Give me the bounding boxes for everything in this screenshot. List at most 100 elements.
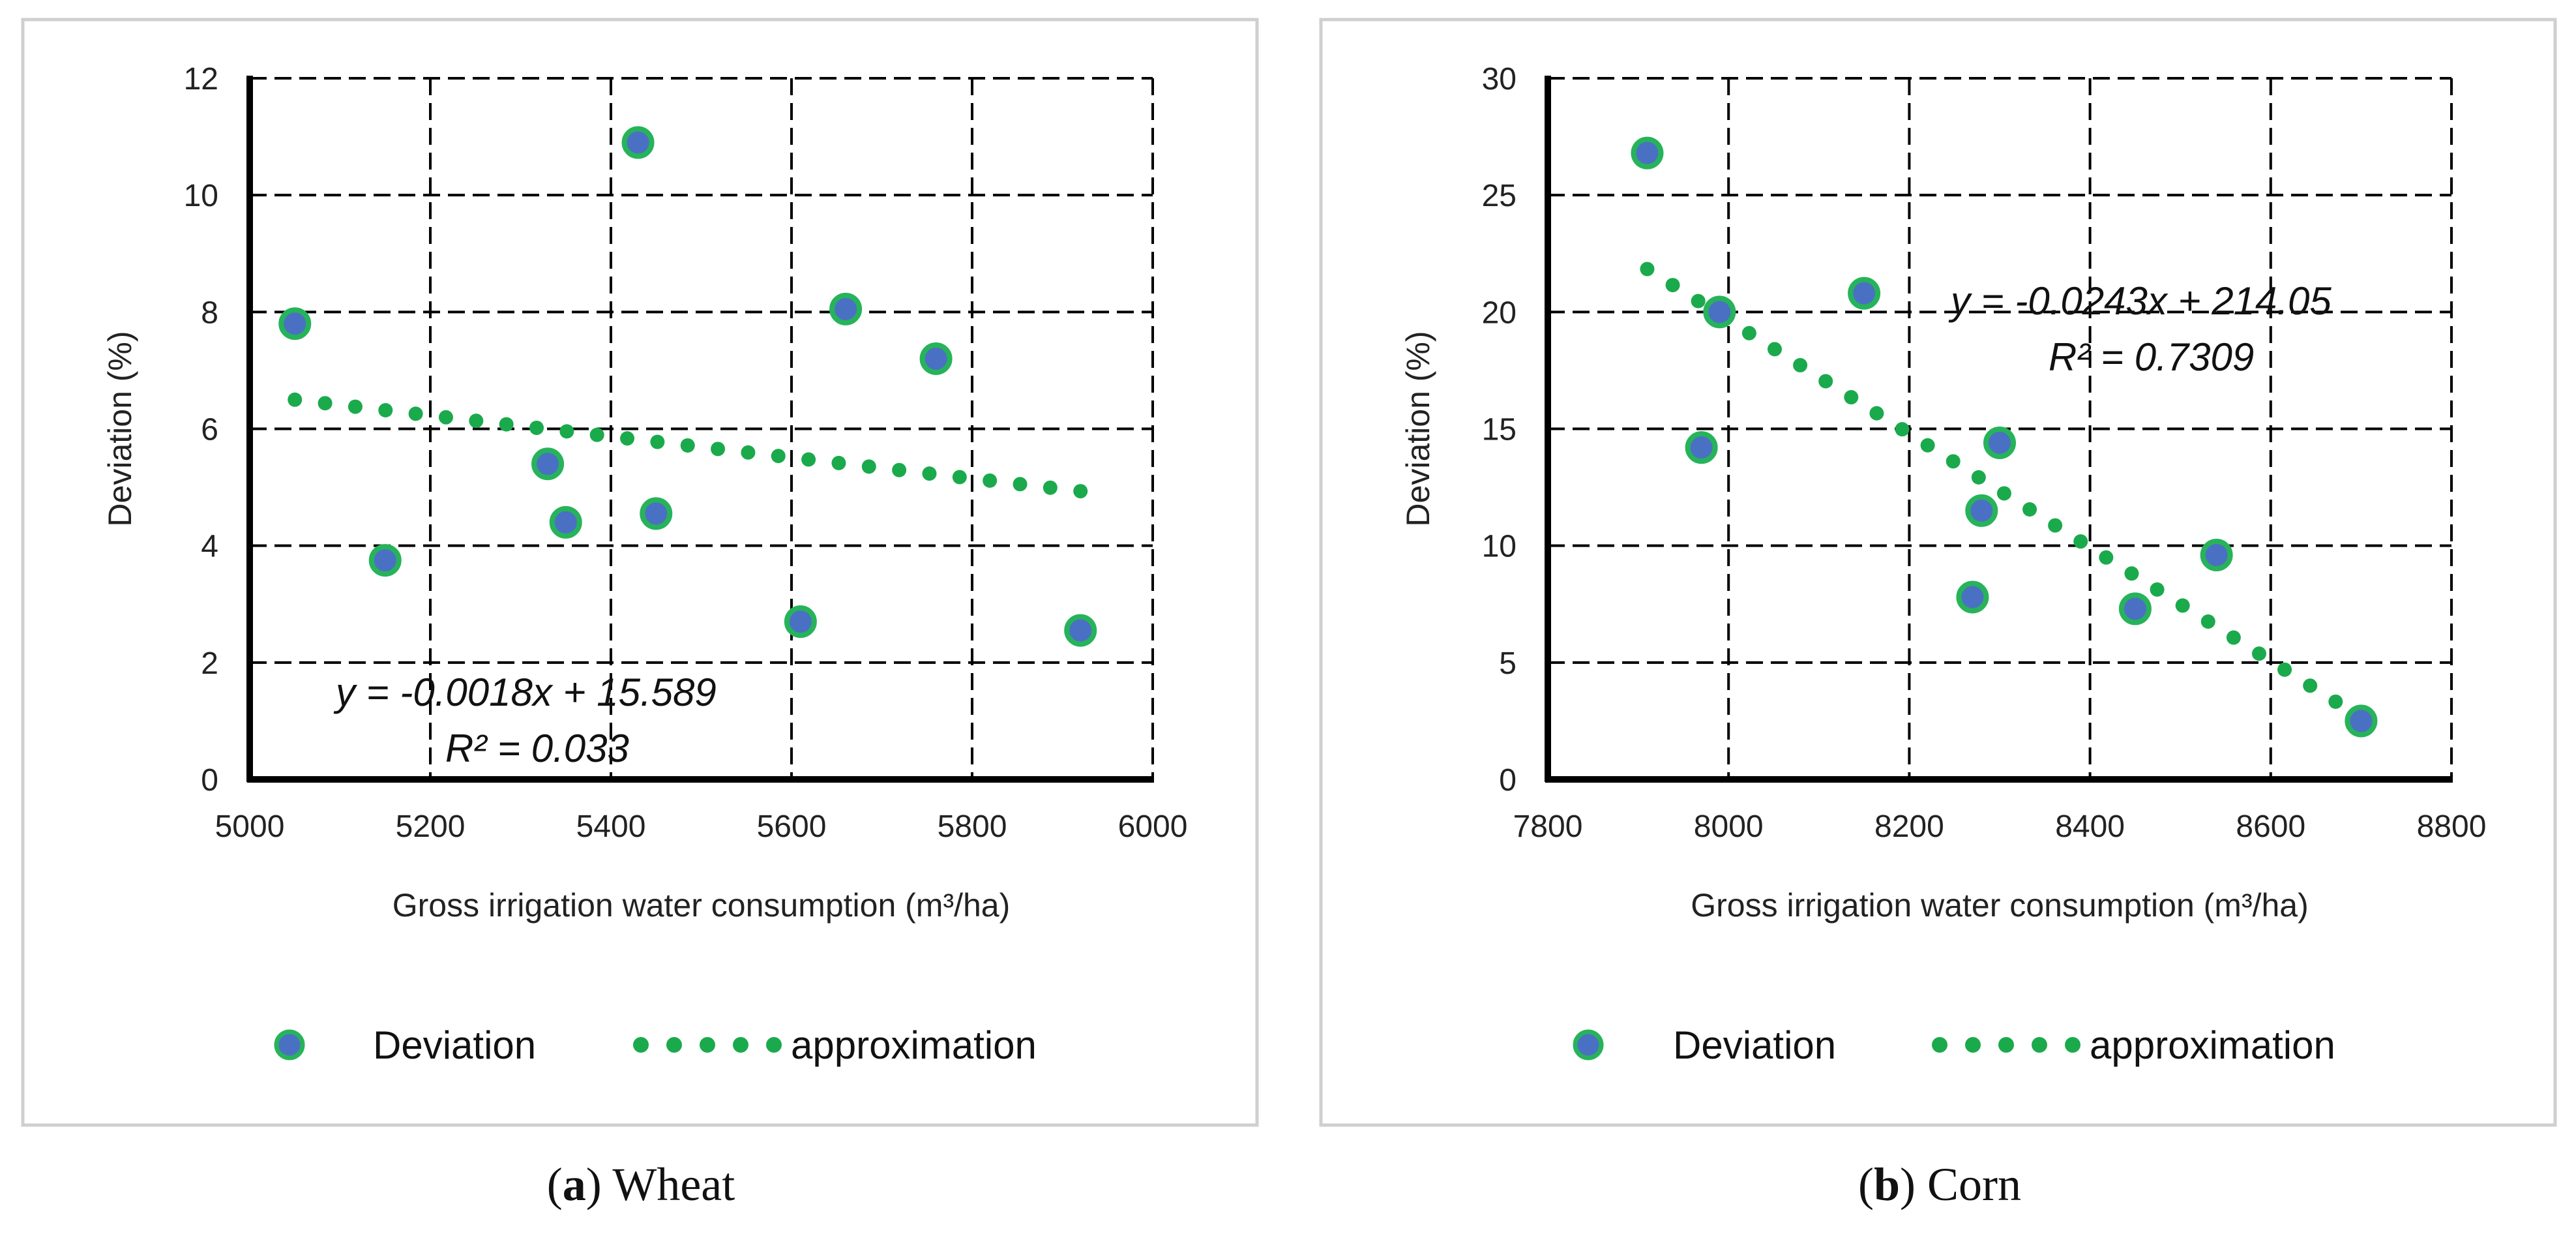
y-tick-label: 0	[1499, 763, 1517, 798]
trendline-dot	[831, 455, 846, 470]
trendline-dot	[589, 427, 604, 442]
trendline-dot	[318, 396, 333, 411]
x-tick-label: 8200	[1874, 809, 1944, 844]
trendline-dot	[2251, 646, 2266, 661]
trendline-dot	[1665, 278, 1680, 293]
panel-border	[21, 18, 1259, 1127]
trendline-dot	[2099, 550, 2114, 565]
legend: Deviation approximation	[1573, 1023, 2335, 1067]
data-point	[278, 307, 312, 340]
data-point	[2200, 539, 2233, 571]
data-point	[549, 505, 582, 539]
trendline-dot	[1767, 342, 1782, 357]
legend-marker-deviation	[1573, 1029, 1604, 1061]
trendline-dot	[861, 459, 876, 474]
trendline-dot	[529, 420, 544, 435]
y-tick-label: 5	[1499, 646, 1517, 681]
trendline-dot	[1996, 486, 2011, 501]
trendline-dot	[1895, 422, 1910, 437]
trendline-dot	[2200, 614, 2215, 629]
y-axis-title: Deviation (%)	[102, 331, 138, 526]
trendline-dot	[620, 431, 635, 446]
data-point	[829, 292, 863, 325]
r-squared-label: R² = 0.033	[445, 727, 629, 770]
trendline-dot	[1844, 390, 1859, 405]
x-tick-label: 5800	[938, 809, 1007, 844]
trendline-equation: y = -0.0018x + 15.589	[333, 670, 717, 714]
plot-area: 0 2 4 6 8 10 12 5000 5200 5400 5600 5800 6000 Gross i…	[102, 62, 1187, 924]
data-point	[621, 126, 655, 159]
data-point	[1956, 580, 1989, 614]
x-tick-label: 7800	[1513, 809, 1583, 844]
trendline-dot	[1818, 374, 1833, 389]
trendline-dot	[2175, 598, 2190, 613]
y-tick-label: 2	[201, 646, 218, 681]
trendline-dot	[2226, 630, 2241, 645]
trendline-dot	[741, 445, 756, 460]
x-tick-label: 8600	[2236, 809, 2305, 844]
data-point	[1965, 494, 1998, 527]
chart-caption: (b) Corn	[1858, 1158, 2021, 1211]
trendline-dot	[2328, 694, 2343, 709]
trendline-dot	[1691, 293, 1706, 308]
legend-marker-deviation	[274, 1029, 305, 1061]
trendline-dot	[952, 470, 967, 485]
trendline-dot	[1640, 262, 1655, 277]
y-tick-label: 30	[1482, 62, 1517, 97]
trendline-dot	[1013, 477, 1028, 492]
x-tick-label: 8800	[2417, 809, 2487, 844]
y-axis-title: Deviation (%)	[1400, 331, 1436, 526]
trendline-dot	[1073, 484, 1088, 499]
trendline-dot	[711, 442, 726, 457]
legend: Deviation approximation	[274, 1023, 1037, 1067]
trendline-dot	[559, 424, 574, 439]
plot-area: 0 5 10 15 20 25 30 7800 8000 8200 8400 8600 8800 Gros…	[1400, 62, 2486, 924]
legend-label-approximation: approximation	[791, 1023, 1037, 1067]
data-point	[919, 342, 953, 375]
trendline-dot	[801, 452, 816, 467]
legend-marker-approximation	[1932, 1037, 2080, 1053]
trendline-dot	[1946, 454, 1961, 469]
x-tick-label: 8400	[2055, 809, 2125, 844]
data-point	[1631, 136, 1664, 170]
y-tick-label: 15	[1482, 413, 1517, 447]
trendline-dot	[408, 406, 423, 421]
trendline-dot	[288, 392, 303, 407]
trendline-dot	[378, 402, 393, 417]
trendline-dot	[650, 434, 665, 449]
trendline-dot	[983, 473, 998, 488]
data-point	[784, 605, 817, 639]
legend-label-deviation: Deviation	[1673, 1023, 1836, 1067]
trendline-dot	[469, 414, 484, 429]
legend-marker-approximation	[633, 1037, 782, 1053]
x-tick-label: 6000	[1118, 809, 1188, 844]
data-point	[1983, 427, 2016, 459]
trendline-dot	[892, 462, 907, 477]
data-point	[1703, 295, 1736, 329]
panel-border	[1319, 18, 2557, 1127]
trendline-dot	[922, 466, 937, 481]
data-point	[531, 447, 565, 481]
legend-label-approximation: approximation	[2090, 1023, 2335, 1067]
legend-label-deviation: Deviation	[373, 1023, 536, 1067]
r-squared-label: R² = 0.7309	[2049, 335, 2254, 379]
panel-corn: 0 5 10 15 20 25 30 7800 8000 8200 8400 8600 8800 Gros…	[1319, 18, 2557, 1211]
data-point	[2118, 592, 2152, 625]
trendline-dot	[499, 417, 514, 432]
x-tick-label: 5200	[396, 809, 466, 844]
x-tick-label: 5400	[576, 809, 646, 844]
trendline-dot	[2303, 678, 2318, 693]
y-tick-label: 4	[201, 530, 218, 564]
trendline-dot	[1971, 470, 1986, 485]
y-tick-label: 6	[201, 413, 218, 447]
trendline-dot	[1793, 357, 1808, 372]
trendline-dot	[680, 438, 695, 453]
y-tick-label: 25	[1482, 179, 1517, 213]
trendline-dot	[2150, 582, 2165, 597]
data-point	[2345, 704, 2378, 738]
x-axis-title: Gross irrigation water consumption (m³/h…	[1691, 887, 2309, 924]
x-tick-label: 5000	[215, 809, 285, 844]
panel-wheat: 0 2 4 6 8 10 12 5000 5200 5400 5600 5800 6000 Gross i…	[21, 18, 1259, 1211]
y-tick-label: 10	[1482, 530, 1517, 564]
